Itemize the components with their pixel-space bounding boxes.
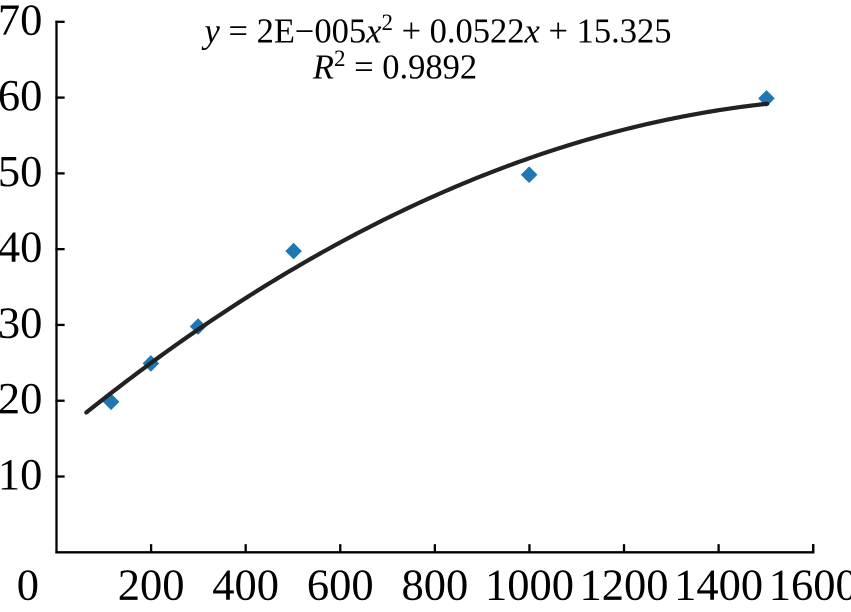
svg-text:200: 200 [118,559,185,609]
svg-text:1600: 1600 [769,559,851,609]
svg-text:1000: 1000 [485,559,574,609]
svg-text:30: 30 [0,297,42,347]
svg-text:50: 50 [0,146,42,196]
svg-text:1200: 1200 [580,559,669,609]
svg-text:70: 70 [0,0,42,44]
svg-text:10: 10 [0,449,42,499]
svg-text:60: 60 [0,70,42,120]
svg-text:400: 400 [212,559,279,609]
svg-text:20: 20 [0,373,42,423]
svg-text:1400: 1400 [674,559,763,609]
svg-text:40: 40 [0,222,42,272]
svg-text:600: 600 [307,559,374,609]
svg-text:0: 0 [17,559,39,609]
svg-text:800: 800 [401,559,468,609]
